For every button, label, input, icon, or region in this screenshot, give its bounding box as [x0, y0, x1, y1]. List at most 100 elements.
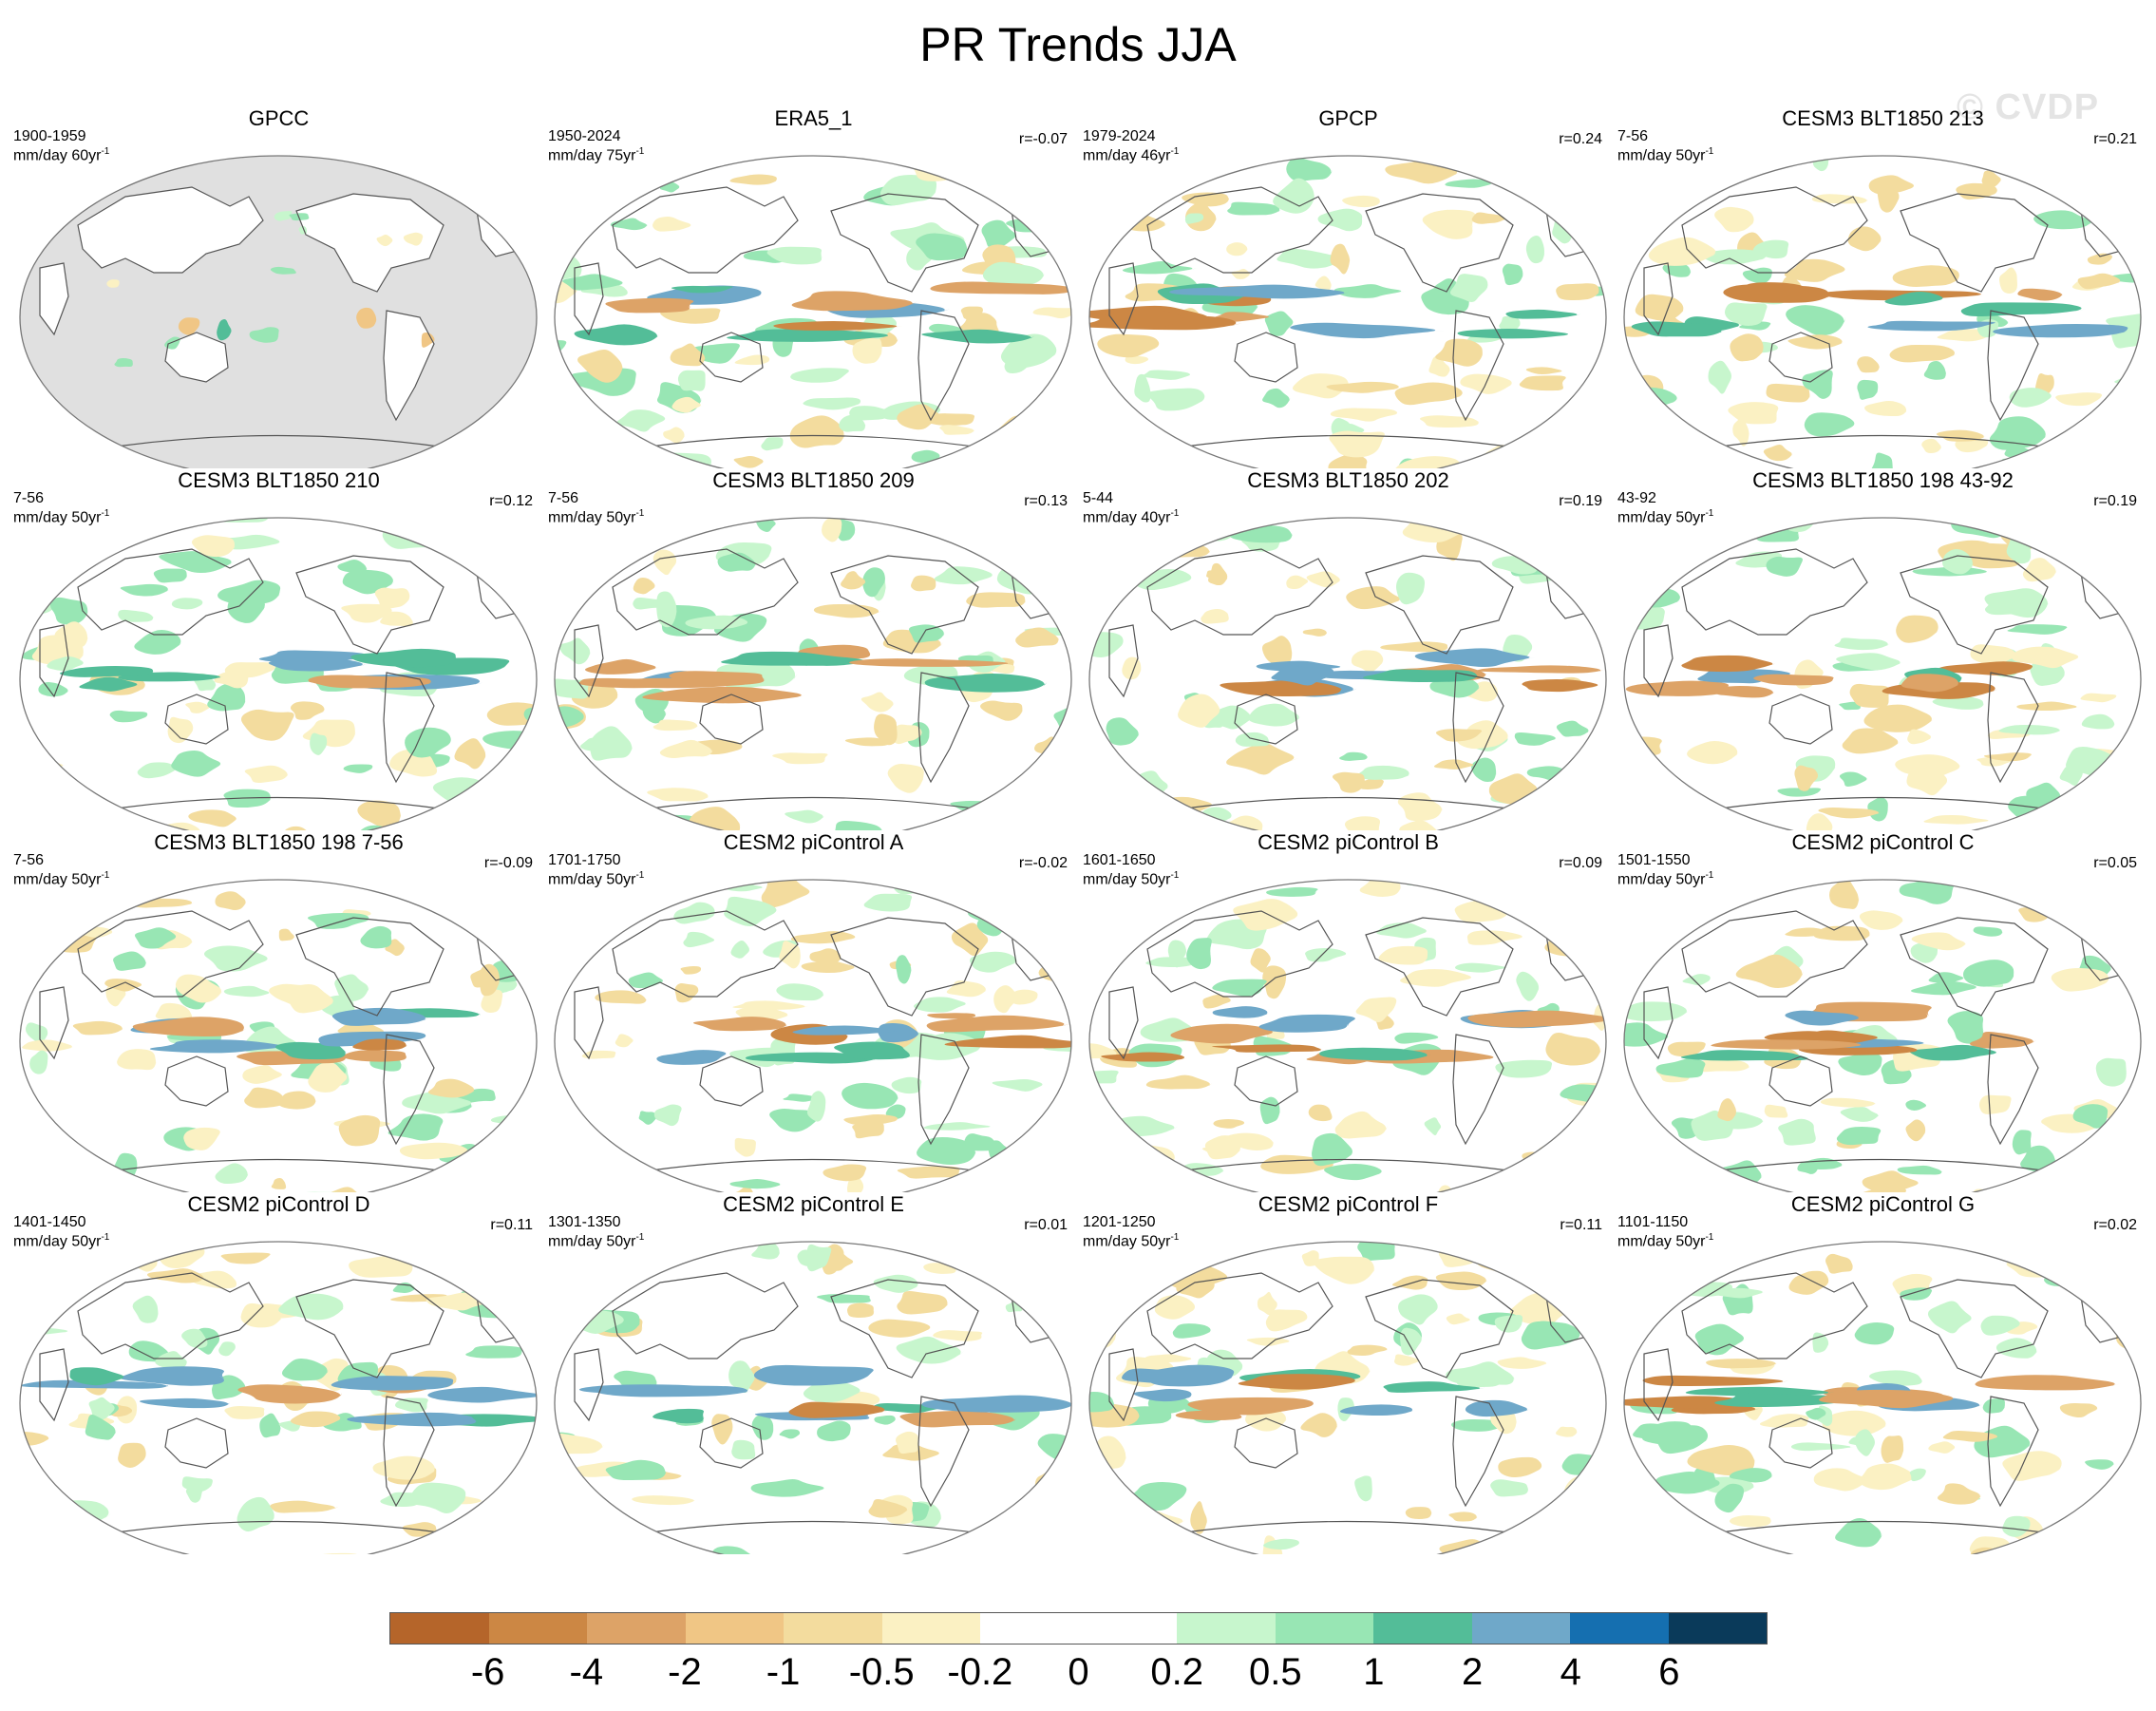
trend-blob — [989, 792, 1021, 830]
trend-blob — [1868, 175, 1918, 195]
trend-blob — [402, 1091, 477, 1114]
robinson-map — [1623, 1241, 2142, 1554]
trend-blob — [1923, 361, 1947, 380]
trend-blob — [249, 327, 279, 343]
land-area — [296, 194, 444, 292]
trend-blob — [1829, 880, 1860, 909]
trend-blob — [1862, 1170, 1923, 1192]
trend-blob — [2128, 724, 2141, 744]
trend-blob — [337, 560, 368, 574]
trend-blob — [1342, 195, 1381, 208]
trend-band — [1960, 302, 2089, 317]
trend-blob — [191, 535, 236, 558]
coastline — [295, 555, 444, 655]
trend-blob — [562, 163, 586, 190]
map-border — [19, 879, 538, 1192]
trend-blob — [1955, 437, 1989, 453]
trend-band — [1212, 1006, 1269, 1018]
trend-blob — [1729, 1468, 1773, 1483]
trend-blob — [1937, 1483, 1982, 1505]
coastline — [1643, 624, 1674, 698]
trend-blob — [1446, 1361, 1515, 1385]
panel-units-exponent: -1 — [635, 146, 645, 157]
colorbar-swatch — [1078, 1613, 1177, 1644]
trend-blob — [999, 1258, 1049, 1271]
coastline — [1452, 672, 1504, 784]
trend-blob — [734, 1137, 756, 1157]
trend-blob — [1978, 1094, 2012, 1114]
trend-blob — [1802, 370, 1833, 399]
trend-blob — [939, 425, 975, 435]
trend-band — [671, 285, 733, 294]
trend-blob — [2031, 891, 2099, 911]
trend-blob — [20, 814, 61, 830]
trend-blob — [465, 1345, 523, 1359]
trend-blob — [374, 587, 411, 609]
trend-blob — [1134, 542, 1195, 555]
map-border — [1088, 155, 1607, 468]
map-panel: CESM3 BLT1850 209 7-56 mm/day 50yr-1 r=0.13 — [546, 468, 1081, 830]
coastline — [1146, 548, 1333, 636]
colorbar-swatch — [587, 1613, 686, 1644]
panel-period: 1601-1650 — [1083, 852, 1156, 868]
trend-blob — [1182, 192, 1230, 207]
trend-blob — [405, 727, 453, 758]
trend-blob — [220, 1252, 271, 1264]
panel-period: 1201-1250 — [1083, 1214, 1156, 1230]
trend-blob — [2041, 1113, 2103, 1133]
trend-blob — [494, 909, 535, 934]
trend-blob — [1302, 628, 1328, 637]
trend-blob — [2068, 1514, 2141, 1527]
trend-blob — [236, 1496, 275, 1532]
coastline — [1643, 262, 1674, 336]
coastline — [830, 917, 979, 1017]
trend-blob — [1836, 1126, 1882, 1146]
trend-blob — [731, 1439, 756, 1460]
land-area — [384, 311, 434, 420]
trend-blob — [1359, 880, 1402, 897]
coastline — [1365, 555, 1514, 655]
trend-blob — [22, 1039, 76, 1052]
trend-blob — [134, 630, 183, 655]
trend-blob — [1794, 765, 1820, 791]
coastline — [1987, 1396, 2039, 1508]
trend-blob — [1015, 627, 1059, 648]
map-border — [1088, 879, 1607, 1192]
trend-band — [1363, 669, 1479, 683]
trend-band — [331, 1007, 429, 1026]
map-panel: CESM2 piControl E 1301-1350 mm/day 50yr-1 r… — [546, 1192, 1081, 1554]
trend-blob — [171, 598, 203, 610]
trend-blob — [1176, 1274, 1216, 1299]
trend-blob — [2085, 1459, 2115, 1470]
colorbar-tick-label: 6 — [1658, 1651, 1680, 1693]
coastline — [612, 910, 799, 998]
trend-band — [1819, 1389, 1959, 1409]
trend-band — [834, 1041, 911, 1060]
trend-blob — [1905, 1119, 1926, 1142]
trend-blob — [710, 1546, 759, 1554]
trend-blob — [1804, 412, 1858, 437]
trend-blob — [1525, 367, 1565, 374]
panel-correlation: r=0.21 — [2093, 131, 2137, 147]
trend-blob — [207, 682, 246, 712]
trend-blob — [153, 568, 188, 583]
trend-blob — [2095, 922, 2141, 937]
trend-blob — [1093, 1542, 1123, 1554]
trend-blob — [1624, 1022, 1673, 1047]
robinson-map — [1623, 879, 2142, 1192]
trend-blob — [1998, 267, 2018, 295]
trend-blob — [1089, 1464, 1111, 1496]
trend-band — [753, 1364, 874, 1386]
trend-blob — [1089, 945, 1123, 963]
map-border — [19, 1241, 538, 1554]
panel-units: mm/day 50yr-1 — [548, 1232, 644, 1250]
trend-blob — [1881, 1435, 1904, 1463]
cvdp-watermark: © CVDP — [1957, 87, 2100, 127]
trend-blob — [218, 1341, 236, 1357]
coastline — [1900, 555, 2049, 655]
trend-blob — [662, 521, 709, 534]
trend-blob — [724, 896, 781, 927]
trend-blob — [917, 1137, 976, 1166]
trend-band — [237, 1384, 342, 1404]
trend-blob — [1766, 383, 1810, 403]
